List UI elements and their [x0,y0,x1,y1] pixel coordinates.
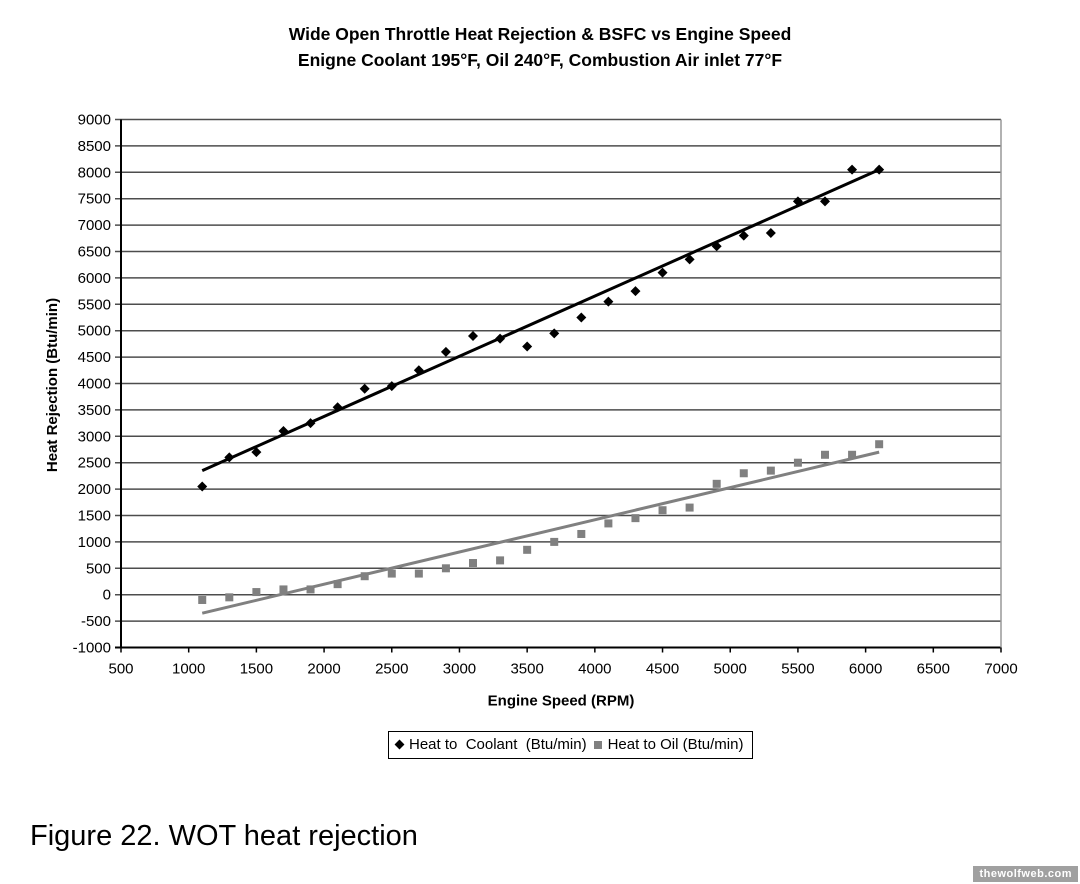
y-tick-label: -1000 [73,640,111,657]
y-tick-label: 6000 [78,270,111,287]
coolant-data-point [468,330,478,341]
y-tick-label: 1500 [78,508,111,525]
oil-data-point [496,556,505,565]
y-tick-label: 2000 [78,481,111,498]
chart-title: Wide Open Throttle Heat Rejection & BSFC… [288,24,792,44]
y-tick-label: 500 [86,560,111,577]
x-tick-label: 6500 [917,661,950,678]
x-tick-label: 2000 [307,661,340,678]
x-tick-label: 500 [108,661,133,678]
y-axis-title: Heat Rejection (Btu/min) [44,298,61,472]
chart-subtitle: Enigne Coolant 195°F, Oil 240°F, Combust… [297,50,783,70]
coolant-data-point [576,312,587,323]
coolant-data-point [603,296,614,307]
figure-caption: Figure 22. WOT heat rejection [30,820,418,852]
oil-data-point [685,503,694,512]
chart-legend: Heat to Coolant (Btu/min) Heat to Oil (B… [388,731,754,759]
coolant-data-point [847,164,858,175]
diamond-marker-icon [394,739,405,750]
oil-data-point [658,506,667,515]
coolant-data-point [440,346,451,357]
y-tick-label: -500 [81,613,111,630]
y-tick-label: 0 [103,587,111,604]
x-tick-label: 2500 [375,661,408,678]
x-tick-label: 6000 [849,661,882,678]
oil-data-point [550,537,559,546]
legend-item-oil: Heat to Oil (Btu/min) [593,736,744,753]
y-tick-label: 4500 [78,349,111,366]
y-tick-label: 7000 [78,217,111,234]
y-tick-label: 1000 [78,534,111,551]
x-tick-label: 4500 [646,661,679,678]
y-tick-label: 8000 [78,164,111,181]
y-tick-label: 7500 [78,191,111,208]
coolant-data-point [359,383,370,394]
coolant-data-point [549,328,560,339]
oil-data-point [712,479,721,488]
oil-data-point [766,466,775,475]
y-tick-label: 3500 [78,402,111,419]
x-tick-label: 7000 [984,661,1017,678]
y-tick-label: 4000 [78,376,111,393]
y-tick-label: 3000 [78,428,111,445]
oil-data-point [523,545,532,554]
oil-data-point [821,450,829,459]
coolant-data-point [522,341,533,352]
oil-data-point [198,595,207,604]
x-tick-label: 3000 [443,661,476,678]
oil-data-point [577,529,586,538]
oil-data-point [306,585,315,594]
oil-data-point [604,519,613,528]
square-marker-icon [593,740,602,749]
oil-data-point [631,514,640,523]
legend-label-coolant: Heat to Coolant (Btu/min) [409,736,587,753]
chart-plot-area: -1000 -500 0 500 1000 1500 2000 2500 3000 3500 400… [44,112,1018,710]
x-tick-label: 1500 [240,661,273,678]
chart-title-block: Wide Open Throttle Heat Rejection & BSFC… [0,21,1080,73]
coolant-data-point [684,254,695,265]
coolant-data-point [630,286,641,297]
oil-data-point [793,458,802,467]
legend-label-oil: Heat to Oil (Btu/min) [607,736,744,753]
coolant-data-point [197,481,208,492]
oil-data-point [225,593,234,602]
x-tick-label: 4000 [578,661,611,678]
oil-data-point [414,569,423,578]
x-tick-label: 1000 [172,661,205,678]
coolant-data-point [738,230,749,241]
oil-data-point [848,450,857,459]
x-tick-label: 5500 [781,661,814,678]
coolant-data-point [765,228,776,239]
y-tick-label: 8500 [78,138,111,155]
y-tick-label: 6500 [78,244,111,261]
y-tick-label: 5500 [78,296,111,313]
oil-data-point [441,564,450,573]
oil-data-point [360,572,369,581]
oil-data-point [279,585,288,594]
oil-data-point [875,440,884,449]
coolant-data-point [251,447,262,458]
y-tick-label: 9000 [78,112,111,129]
coolant-trendline [201,168,880,472]
watermark: thewolfweb.com [973,866,1078,882]
x-tick-label: 3500 [510,661,543,678]
coolant-data-point [820,196,830,207]
y-tick-label: 5000 [78,323,111,340]
oil-trendline [201,450,880,615]
oil-data-point [739,469,748,478]
coolant-data-point [657,267,668,278]
oil-data-point [333,580,342,589]
legend-item-coolant: Heat to Coolant (Btu/min) [394,736,587,753]
oil-data-point [252,588,261,597]
y-tick-label: 2500 [78,455,111,472]
x-axis-title: Engine Speed (RPM) [488,693,635,710]
oil-data-point [387,569,396,578]
x-tick-label: 5000 [714,661,747,678]
oil-data-point [469,559,477,568]
